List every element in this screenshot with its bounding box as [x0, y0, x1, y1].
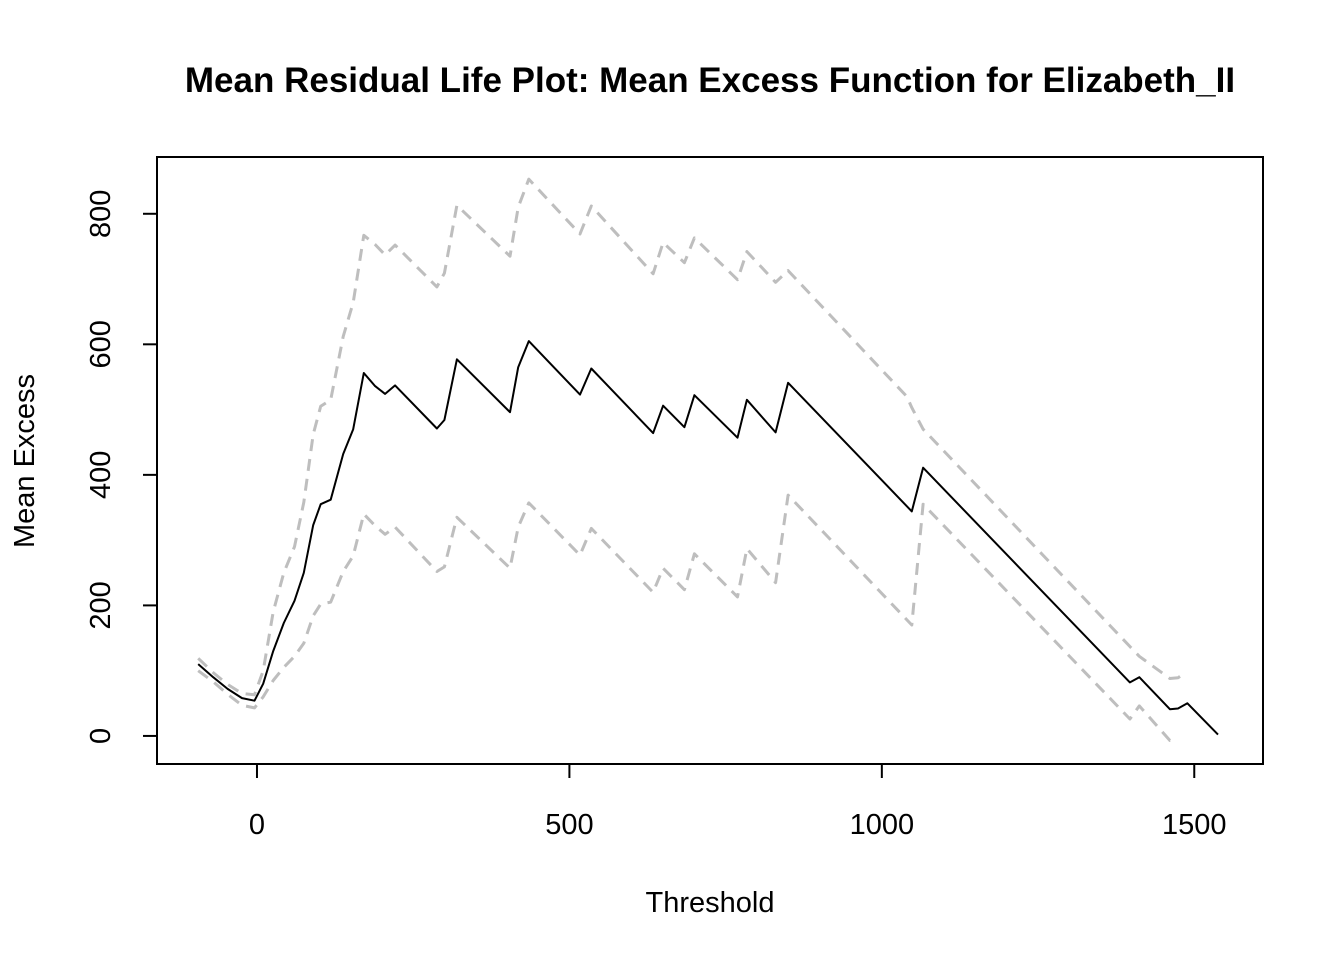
- x-tick-label: 500: [545, 809, 593, 841]
- plot-frame: [156, 156, 1264, 765]
- mean-excess-line: [197, 340, 1219, 736]
- x-axis-label: Threshold: [646, 887, 775, 919]
- upper-ci-line: [197, 177, 1185, 697]
- y-axis-label: Mean Excess: [9, 374, 41, 548]
- y-tick-label: 0: [85, 728, 117, 744]
- lower-ci-line: [197, 493, 1179, 743]
- y-axis: 0 200 400 600 800: [85, 190, 158, 744]
- y-tick-label: 800: [85, 190, 117, 238]
- x-tick-label: 1000: [850, 809, 915, 841]
- chart-title: Mean Residual Life Plot: Mean Excess Fun…: [185, 61, 1235, 100]
- x-axis: 0 500 1000 1500: [249, 763, 1227, 841]
- y-tick-label: 600: [85, 320, 117, 368]
- series-layer: [197, 177, 1219, 743]
- y-tick-label: 200: [85, 581, 117, 629]
- y-tick-label: 400: [85, 451, 117, 499]
- x-tick-label: 1500: [1162, 809, 1227, 841]
- x-tick-label: 0: [249, 809, 265, 841]
